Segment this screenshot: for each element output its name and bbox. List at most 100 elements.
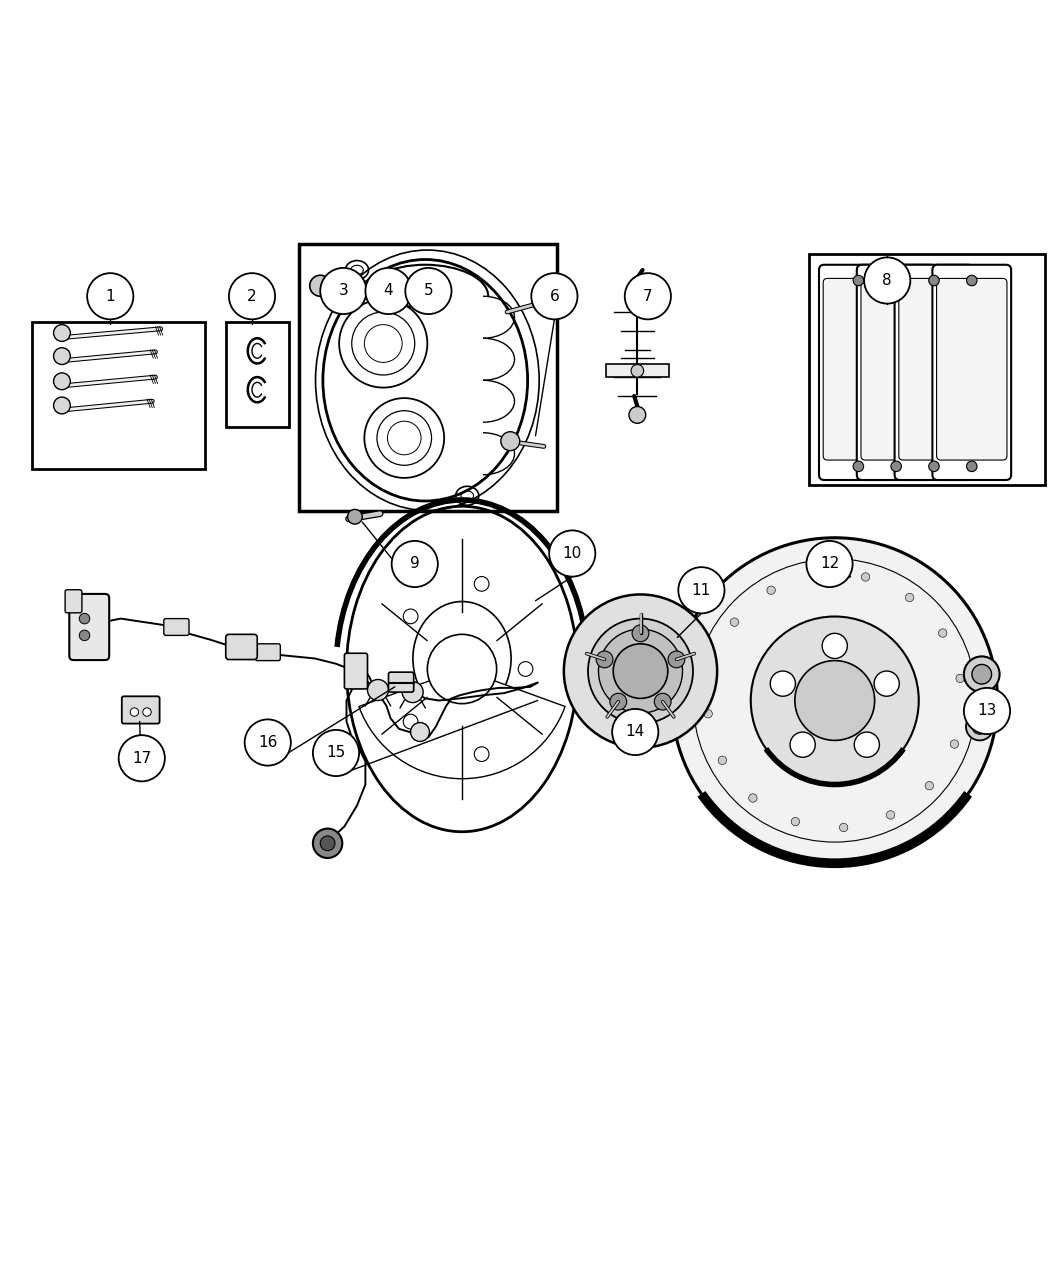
Circle shape [310, 275, 331, 296]
Text: 3: 3 [338, 283, 349, 298]
Circle shape [403, 714, 418, 729]
Circle shape [229, 273, 275, 319]
Circle shape [668, 652, 685, 668]
Circle shape [403, 609, 418, 623]
Circle shape [475, 747, 489, 761]
Circle shape [130, 708, 139, 717]
Circle shape [313, 829, 342, 858]
Circle shape [87, 273, 133, 319]
FancyBboxPatch shape [164, 618, 189, 635]
FancyBboxPatch shape [122, 696, 160, 724]
FancyBboxPatch shape [388, 672, 414, 692]
Wedge shape [359, 669, 565, 779]
Circle shape [119, 736, 165, 782]
Circle shape [853, 275, 863, 286]
Circle shape [925, 782, 933, 790]
Circle shape [792, 817, 800, 826]
Circle shape [365, 268, 412, 314]
Circle shape [344, 278, 359, 293]
Circle shape [588, 618, 693, 724]
Circle shape [475, 576, 489, 592]
Circle shape [806, 541, 853, 587]
Text: 5: 5 [423, 283, 434, 298]
Circle shape [596, 652, 613, 668]
Circle shape [704, 710, 712, 718]
Circle shape [966, 275, 976, 286]
Circle shape [939, 629, 947, 638]
Text: 7: 7 [643, 288, 653, 303]
Circle shape [718, 756, 727, 765]
FancyBboxPatch shape [32, 323, 205, 469]
Circle shape [966, 462, 976, 472]
Circle shape [80, 613, 90, 623]
Circle shape [348, 510, 362, 524]
Text: 16: 16 [258, 734, 277, 750]
Text: 17: 17 [132, 751, 151, 766]
Circle shape [730, 618, 738, 626]
FancyBboxPatch shape [344, 653, 368, 689]
Circle shape [853, 462, 863, 472]
FancyBboxPatch shape [299, 244, 556, 511]
Circle shape [822, 634, 847, 658]
Circle shape [143, 708, 151, 717]
FancyBboxPatch shape [857, 265, 936, 479]
Circle shape [54, 348, 70, 365]
Circle shape [928, 275, 939, 286]
FancyBboxPatch shape [937, 278, 1007, 460]
FancyBboxPatch shape [899, 278, 969, 460]
Circle shape [766, 586, 775, 594]
FancyBboxPatch shape [255, 644, 280, 660]
Circle shape [749, 794, 757, 802]
Circle shape [672, 538, 998, 863]
Circle shape [928, 462, 939, 472]
Circle shape [890, 275, 901, 286]
Circle shape [501, 432, 520, 450]
Circle shape [964, 657, 1000, 692]
Circle shape [54, 397, 70, 414]
Circle shape [402, 682, 423, 703]
Circle shape [368, 680, 388, 700]
Text: 15: 15 [327, 746, 345, 760]
Circle shape [629, 407, 646, 423]
Circle shape [629, 280, 646, 297]
Circle shape [625, 273, 671, 319]
Circle shape [972, 664, 991, 685]
Circle shape [613, 644, 668, 699]
Circle shape [813, 570, 821, 579]
Circle shape [610, 694, 627, 710]
Circle shape [972, 719, 987, 734]
Circle shape [598, 629, 683, 713]
Text: 13: 13 [978, 704, 996, 719]
Circle shape [519, 662, 533, 676]
Circle shape [54, 325, 70, 342]
Circle shape [54, 372, 70, 390]
FancyBboxPatch shape [606, 365, 669, 377]
Circle shape [320, 836, 335, 850]
Circle shape [631, 365, 644, 377]
Circle shape [790, 732, 815, 757]
Text: 12: 12 [820, 556, 839, 571]
Circle shape [405, 268, 452, 314]
Ellipse shape [413, 602, 511, 715]
FancyBboxPatch shape [932, 265, 1011, 479]
Text: 4: 4 [383, 283, 394, 298]
FancyBboxPatch shape [226, 323, 289, 427]
Text: 6: 6 [549, 288, 560, 303]
Circle shape [905, 593, 914, 602]
FancyBboxPatch shape [69, 594, 109, 660]
Circle shape [839, 824, 847, 831]
FancyBboxPatch shape [823, 278, 894, 460]
Text: 1: 1 [105, 288, 116, 303]
Circle shape [886, 811, 895, 819]
FancyBboxPatch shape [895, 265, 973, 479]
Circle shape [861, 572, 869, 581]
Circle shape [864, 258, 910, 303]
Text: 14: 14 [626, 724, 645, 740]
Circle shape [771, 671, 796, 696]
Circle shape [654, 694, 671, 710]
FancyBboxPatch shape [65, 590, 82, 613]
Circle shape [890, 462, 901, 472]
Circle shape [795, 660, 875, 741]
Circle shape [855, 732, 880, 757]
Circle shape [549, 530, 595, 576]
